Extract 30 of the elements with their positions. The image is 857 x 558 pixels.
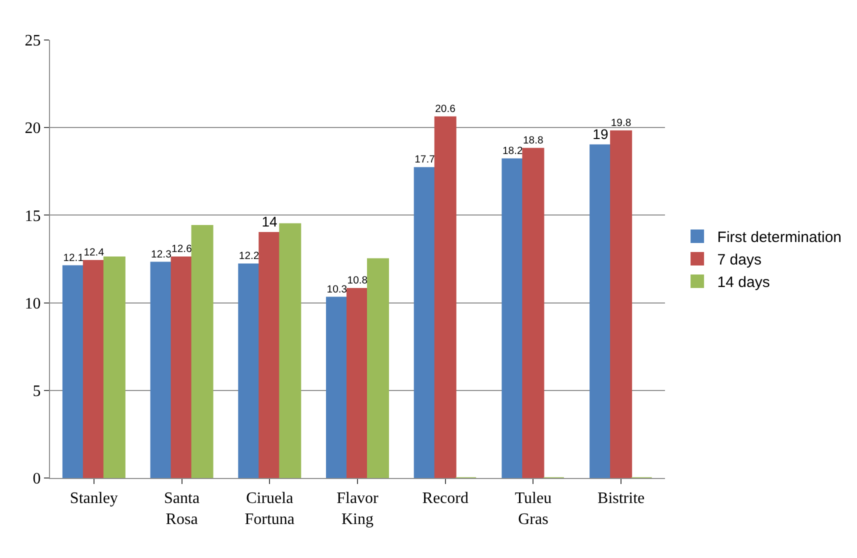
- y-tick-label: 25: [24, 32, 41, 50]
- data-label: 12.1: [63, 252, 84, 264]
- x-tick-label: Stanley: [70, 490, 118, 508]
- x-tick-label: Tuleu Gras: [514, 490, 552, 528]
- x-tick-label: Bistrite: [598, 490, 645, 508]
- legend-label: First determination: [717, 229, 842, 246]
- data-label: 10.8: [347, 276, 368, 287]
- y-tick-label: 5: [32, 383, 41, 400]
- data-label: 14: [262, 214, 278, 230]
- data-label: 20.6: [435, 104, 456, 115]
- data-label: 12.6: [172, 244, 192, 256]
- x-tick-label: Flavor King: [336, 490, 380, 528]
- x-tick-label: Record: [422, 490, 468, 508]
- data-label: 10.3: [326, 284, 348, 296]
- y-tick-label: 10: [24, 295, 41, 312]
- y-tick-label: 0: [32, 470, 41, 488]
- y-tick-label: 15: [24, 208, 41, 225]
- data-label: 18.8: [522, 135, 544, 146]
- data-label: 12.2: [238, 251, 260, 262]
- x-tick-label: Santa Rosa: [164, 490, 200, 528]
- data-label: 19: [592, 126, 608, 142]
- legend-label: 7 days: [717, 252, 762, 269]
- data-label: 12.4: [84, 248, 104, 259]
- x-tick-label: Ciruela Fortuna: [244, 490, 295, 528]
- legend-label: 14 days: [717, 274, 770, 292]
- y-tick-label: 20: [24, 120, 41, 138]
- data-label: 12.3: [151, 249, 172, 260]
- data-label: 18.2: [502, 146, 523, 157]
- data-label: 19.8: [610, 118, 632, 129]
- data-label: 17.7: [414, 154, 436, 166]
